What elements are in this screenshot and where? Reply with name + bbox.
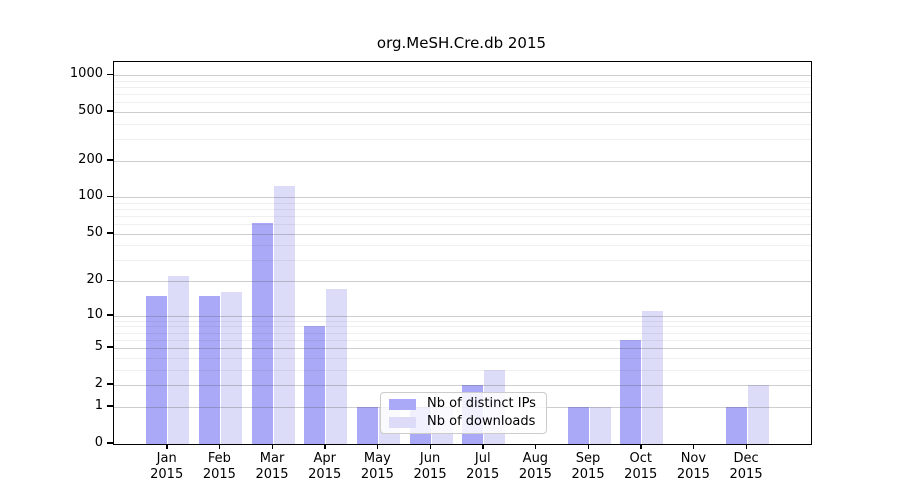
- x-tick-label-sep: Sep 2015: [571, 451, 605, 482]
- x-tick-mark: [692, 444, 695, 449]
- x-tick-mark: [640, 444, 642, 449]
- x-tick-label-feb: Feb 2015: [202, 451, 236, 482]
- y-tick-label: 10: [86, 306, 103, 322]
- bar-distinct-ips-jan: [146, 295, 168, 444]
- y-tick-mark: [107, 405, 113, 407]
- x-tick-mark: [218, 444, 221, 449]
- bar-downloads-mar: [273, 186, 295, 444]
- legend-swatch-distinct-ips: [389, 398, 416, 410]
- bar-downloads-oct: [642, 310, 664, 444]
- y-tick-mark: [107, 383, 113, 385]
- x-tick-mark: [429, 444, 432, 449]
- legend-label: Nb of distinct IPs: [427, 396, 536, 411]
- x-tick-label-jan: Jan 2015: [150, 451, 184, 482]
- bar-distinct-ips-oct: [620, 339, 642, 444]
- y-tick-label: 200: [78, 151, 103, 167]
- x-tick-mark: [376, 444, 379, 449]
- legend-swatch-downloads: [389, 416, 416, 428]
- bar-distinct-ips-sep: [567, 406, 589, 444]
- x-tick-label-apr: Apr 2015: [308, 451, 342, 482]
- bar-downloads-sep: [589, 406, 611, 444]
- y-tick-label: 5: [94, 338, 103, 354]
- bar-distinct-ips-may: [356, 406, 378, 444]
- y-tick-mark: [107, 232, 113, 234]
- y-tick-label: 0: [94, 434, 103, 450]
- bar-distinct-ips-mar: [251, 222, 273, 444]
- bar-downloads-apr: [326, 289, 348, 444]
- bar-distinct-ips-apr: [304, 326, 326, 444]
- y-tick-label: 1000: [69, 66, 103, 82]
- y-tick-mark: [107, 73, 113, 76]
- y-tick-label: 1: [94, 397, 103, 413]
- x-tick-mark: [587, 444, 590, 449]
- x-tick-label-mar: Mar 2015: [255, 451, 289, 482]
- y-tick-mark: [107, 159, 113, 161]
- x-tick-mark: [534, 444, 537, 449]
- x-tick-label-nov: Nov 2015: [676, 451, 710, 482]
- bar-downloads-dec: [747, 384, 769, 444]
- x-tick-label-dec: Dec 2015: [729, 451, 763, 482]
- legend-item: Nb of downloads: [389, 415, 536, 429]
- y-tick-label: 500: [78, 102, 103, 118]
- y-tick-label: 50: [86, 224, 103, 240]
- x-tick-label-aug: Aug 2015: [518, 451, 552, 482]
- legend-label: Nb of downloads: [427, 414, 536, 429]
- y-tick-label: 2: [94, 375, 103, 391]
- x-tick-mark: [482, 444, 484, 449]
- y-tick-mark: [107, 442, 113, 444]
- x-tick-mark: [324, 444, 326, 449]
- x-tick-mark: [745, 444, 748, 449]
- x-tick-label-jun: Jun 2015: [413, 451, 447, 482]
- y-tick-mark: [107, 279, 113, 282]
- bar-downloads-feb: [220, 292, 242, 444]
- x-tick-label-jul: Jul 2015: [466, 451, 500, 482]
- y-tick-label: 100: [78, 188, 103, 204]
- x-tick-label-may: May 2015: [360, 451, 394, 482]
- legend-item: Nb of distinct IPs: [389, 397, 536, 411]
- x-tick-label-oct: Oct 2015: [624, 451, 658, 482]
- legend: Nb of distinct IPs Nb of downloads: [380, 392, 547, 434]
- plot-area: [113, 61, 812, 445]
- bars-layer: [114, 62, 811, 444]
- x-tick-mark: [271, 444, 274, 449]
- y-tick-mark: [107, 195, 113, 198]
- bar-distinct-ips-feb: [198, 295, 220, 444]
- bar-downloads-jan: [168, 276, 190, 444]
- y-tick-mark: [107, 346, 113, 348]
- chart-title: org.MeSH.Cre.db 2015: [376, 34, 547, 52]
- x-tick-mark: [166, 444, 168, 449]
- bar-distinct-ips-dec: [725, 406, 747, 444]
- y-tick-label: 20: [86, 272, 103, 288]
- y-tick-mark: [107, 314, 113, 316]
- y-tick-mark: [107, 110, 113, 112]
